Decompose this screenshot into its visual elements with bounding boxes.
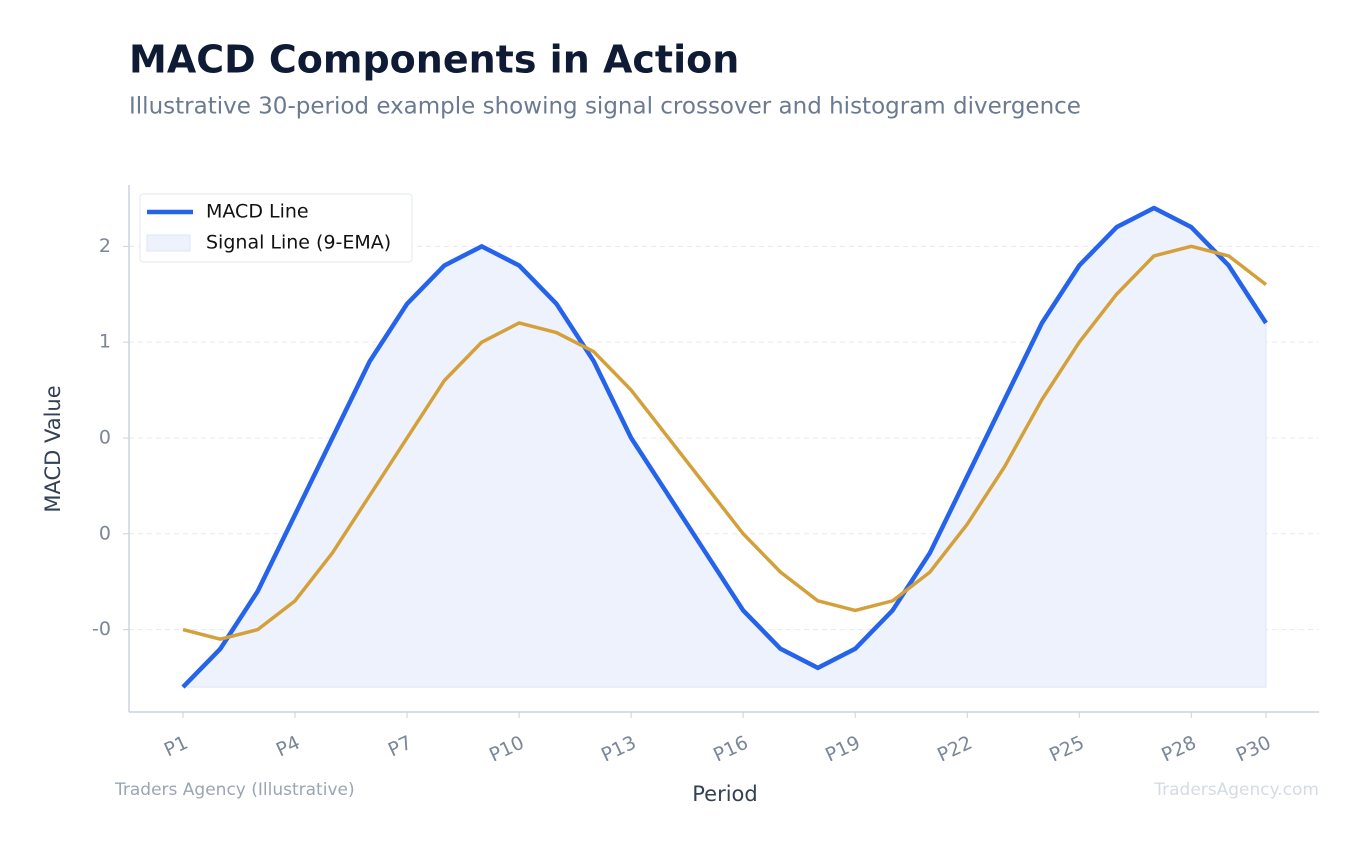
x-tick-label: P13 — [598, 732, 640, 767]
series-line — [182, 244, 1268, 641]
x-tick-label: P4 — [273, 732, 304, 762]
x-tick-label: P25 — [1046, 732, 1088, 767]
watermark: TradersAgency.com — [1153, 780, 1319, 800]
x-tick-label: P28 — [1158, 732, 1200, 767]
legend-box — [139, 193, 413, 263]
y-tick-label: 2 — [99, 235, 111, 257]
y-axis-label: MACD Value — [41, 385, 65, 512]
chart-title: MACD Components in Action — [129, 38, 739, 82]
x-tick-label: P16 — [710, 732, 752, 767]
y-tick-label: -0 — [92, 618, 111, 640]
y-tick-label: 0 — [99, 426, 111, 448]
y-tick-label: 0 — [99, 522, 111, 544]
legend-swatch — [146, 234, 191, 252]
series-line — [181, 205, 1268, 689]
x-tick-label: P7 — [385, 732, 416, 762]
legend-label: Signal Line (9-EMA) — [206, 232, 391, 254]
x-axis-label: Period — [692, 782, 757, 806]
x-tick-label: P10 — [486, 732, 528, 767]
source-note: Traders Agency (Illustrative) — [114, 780, 355, 800]
x-tick-label: P22 — [934, 732, 976, 767]
x-tick-label: P30 — [1233, 732, 1275, 767]
chart-subtitle: Illustrative 30-period example showing s… — [129, 94, 1081, 120]
legend-label: MACD Line — [206, 201, 309, 223]
area-fill — [181, 207, 1267, 688]
x-tick-label: P1 — [161, 732, 192, 762]
y-tick-label: 1 — [99, 331, 111, 353]
x-tick-label: P19 — [822, 732, 864, 767]
